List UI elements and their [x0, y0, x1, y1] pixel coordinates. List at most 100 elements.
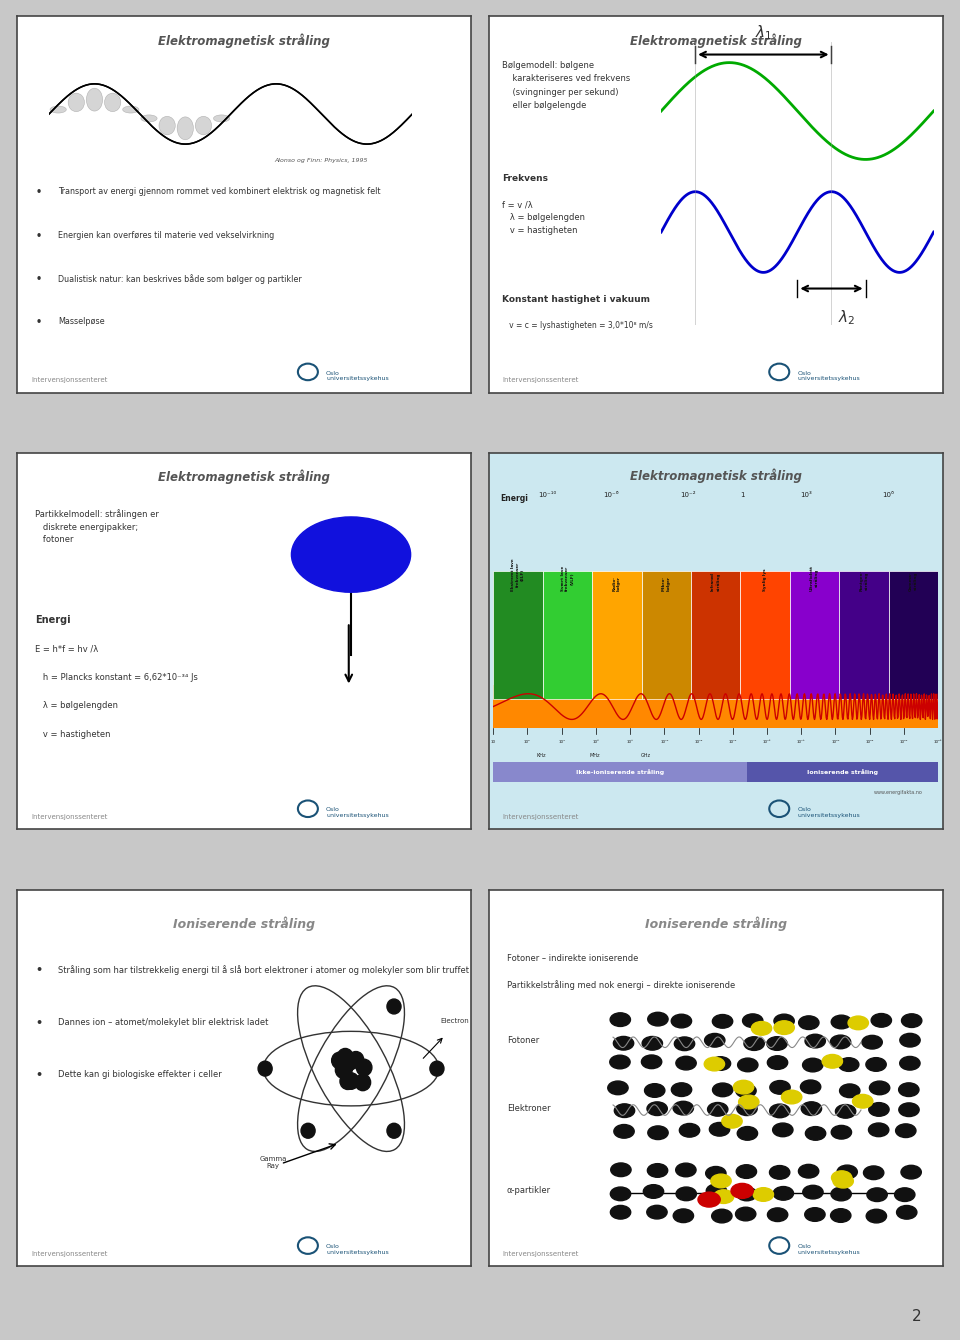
Circle shape [613, 1124, 635, 1138]
Circle shape [647, 1205, 667, 1219]
Circle shape [773, 1123, 793, 1136]
Circle shape [698, 1193, 720, 1207]
Text: 10²⁶: 10²⁶ [934, 740, 943, 744]
Circle shape [736, 1164, 756, 1178]
Circle shape [342, 1053, 357, 1071]
Text: Oslo
universitetssykehus: Oslo universitetssykehus [798, 1245, 860, 1256]
Circle shape [852, 1095, 873, 1108]
Text: 10: 10 [491, 740, 495, 744]
Circle shape [708, 1103, 728, 1116]
Text: Ikke-ioniserende stråling: Ikke-ioniserende stråling [576, 769, 664, 775]
Text: Intervensjonssenteret: Intervensjonssenteret [502, 1250, 579, 1257]
Circle shape [900, 1033, 921, 1047]
Text: GHz: GHz [640, 753, 651, 757]
Circle shape [712, 1014, 732, 1028]
Bar [641, 571, 691, 699]
Circle shape [608, 1081, 628, 1095]
Circle shape [900, 1056, 920, 1071]
Circle shape [767, 1207, 788, 1222]
Text: Gamma
Ray: Gamma Ray [259, 1156, 287, 1168]
Circle shape [895, 1187, 915, 1202]
Circle shape [869, 1123, 889, 1136]
Circle shape [337, 1060, 352, 1077]
Circle shape [831, 1171, 852, 1185]
Circle shape [831, 1187, 852, 1201]
Text: •: • [36, 318, 41, 327]
Circle shape [770, 1104, 790, 1118]
Circle shape [706, 1167, 726, 1181]
Circle shape [767, 1056, 788, 1069]
Circle shape [722, 1115, 742, 1128]
Text: Energi: Energi [500, 494, 528, 504]
Text: Electron: Electron [441, 1018, 469, 1024]
Text: v = hastigheten: v = hastigheten [36, 730, 111, 738]
Text: •: • [36, 188, 41, 197]
Text: 10¹⁶: 10¹⁶ [763, 740, 771, 744]
Circle shape [430, 1061, 444, 1076]
Text: Oslo
universitetssykehus: Oslo universitetssykehus [326, 1245, 389, 1256]
Circle shape [774, 1014, 794, 1028]
Text: •: • [36, 965, 42, 976]
Circle shape [866, 1209, 886, 1223]
Text: 10¹²: 10¹² [694, 740, 703, 744]
Circle shape [871, 1013, 892, 1028]
Text: Ioniserende stråling: Ioniserende stråling [644, 917, 787, 931]
Text: f = v /λ
   λ = bølgelengden
   v = hastigheten: f = v /λ λ = bølgelengden v = hastighete… [502, 201, 586, 234]
Text: λ = bølgelengden: λ = bølgelengden [36, 701, 118, 710]
Text: MHz: MHz [589, 753, 600, 757]
Circle shape [901, 1014, 922, 1028]
Circle shape [837, 1164, 857, 1179]
Circle shape [344, 1073, 359, 1089]
Text: 10⁸: 10⁸ [627, 740, 634, 744]
Circle shape [731, 1183, 754, 1198]
Bar [748, 762, 938, 783]
Text: Synlig lys: Synlig lys [763, 568, 767, 591]
Text: www.energifakta.no: www.energifakta.no [874, 789, 923, 795]
Text: 10⁻⁶: 10⁻⁶ [604, 493, 619, 498]
Circle shape [896, 1124, 916, 1138]
Circle shape [870, 1081, 890, 1095]
Circle shape [648, 1126, 668, 1139]
Text: 10²⁰: 10²⁰ [831, 740, 840, 744]
Circle shape [835, 1104, 855, 1118]
Circle shape [733, 1080, 754, 1093]
Text: •: • [36, 1071, 42, 1080]
Circle shape [348, 1052, 364, 1068]
Circle shape [614, 1104, 635, 1118]
Text: Oslo
universitetssykehus: Oslo universitetssykehus [326, 808, 389, 819]
Circle shape [735, 1207, 756, 1221]
Bar [542, 571, 592, 699]
Circle shape [752, 1021, 772, 1036]
Circle shape [804, 1207, 825, 1221]
Text: Transport av energi gjennom rommet ved kombinert elektrisk og magnetisk felt: Transport av energi gjennom rommet ved k… [59, 188, 381, 197]
Circle shape [674, 1037, 695, 1051]
Text: 2: 2 [912, 1309, 922, 1324]
Text: Ioniserende stråling: Ioniserende stråling [807, 769, 878, 775]
Circle shape [833, 1174, 853, 1189]
Circle shape [713, 1190, 733, 1203]
Text: Partikkelstråling med nok energi – direkte ioniserende: Partikkelstråling med nok energi – direk… [507, 980, 735, 990]
Circle shape [387, 1123, 401, 1138]
Circle shape [901, 1166, 922, 1179]
Circle shape [613, 1036, 634, 1051]
Circle shape [705, 1057, 725, 1071]
Circle shape [671, 1083, 692, 1096]
Circle shape [680, 1123, 700, 1138]
Circle shape [754, 1187, 774, 1202]
Text: Dette kan gi biologiske effekter i celler: Dette kan gi biologiske effekter i celle… [59, 1071, 222, 1080]
Circle shape [737, 1059, 758, 1072]
Ellipse shape [213, 115, 229, 122]
Text: 10²²: 10²² [866, 740, 874, 744]
Circle shape [738, 1095, 759, 1108]
Circle shape [799, 1016, 819, 1029]
Text: Oslo
universitetssykehus: Oslo universitetssykehus [798, 808, 860, 819]
Text: 10¹⁴: 10¹⁴ [729, 740, 737, 744]
Circle shape [611, 1013, 631, 1026]
Ellipse shape [50, 106, 66, 113]
Circle shape [676, 1056, 696, 1069]
Text: Ultrafiolett
stråling: Ultrafiolett stråling [810, 565, 819, 591]
Circle shape [710, 1174, 732, 1187]
Circle shape [673, 1209, 693, 1222]
Bar [740, 571, 790, 699]
Text: 10¹⁸: 10¹⁸ [797, 740, 805, 744]
